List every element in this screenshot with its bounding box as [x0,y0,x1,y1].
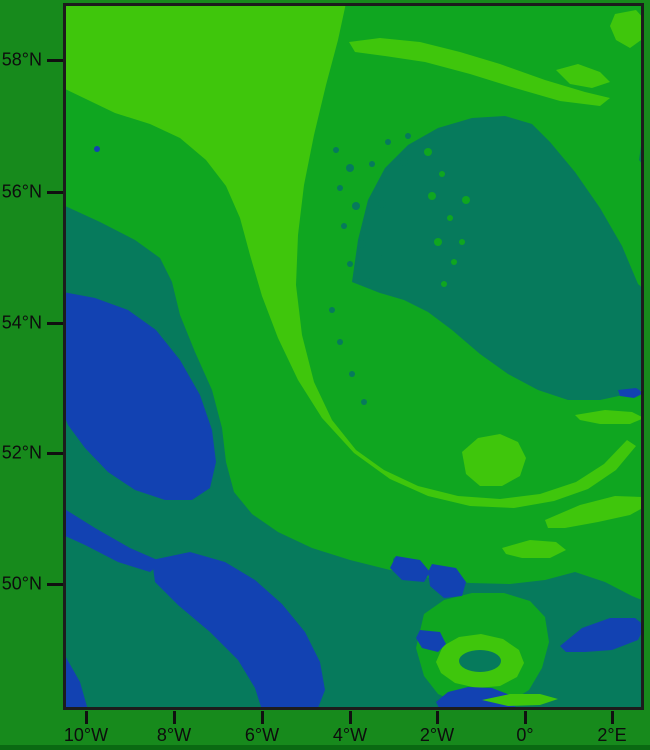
region-bright-green-topright [610,10,644,48]
region-blue-small-2 [428,564,466,598]
x-tick-mark [261,711,264,724]
x-tick-label: 2°W [419,725,455,745]
x-tick-label: 6°W [244,725,280,745]
speckles-green [424,148,470,287]
y-tick-label: 50°N [1,573,42,594]
region-bright-green-streak-bottom [482,694,558,706]
x-tick-label: 8°W [156,725,192,745]
x-tick-mark [524,711,527,724]
region-blue-southwest-mass [152,552,325,710]
region-blue-west-blob [63,292,216,500]
region-teal-eye [352,116,644,400]
x-tick-mark [611,711,614,724]
x-tick-mark [85,711,88,724]
region-bright-green-streak-top [349,38,610,106]
x-tick-label: 0° [516,725,534,745]
region-bright-green-streak-ne [556,64,610,88]
region-blue-left-streak [63,508,162,572]
x-tick-mark [436,711,439,724]
x-tick-label: 4°W [332,725,368,745]
region-bright-green-spiral [63,3,636,508]
y-tick-mark [47,452,63,455]
y-tick-label: 58°N [1,49,42,70]
y-tick-mark [47,583,63,586]
region-blue-east-sliver [618,388,644,398]
map-regions [63,3,644,710]
region-blue-corner-wedge [63,652,88,710]
y-tick-mark [47,59,63,62]
region-blue-bottom-centre [436,687,517,710]
y-tick-label: 54°N [1,312,42,333]
y-tick-label: 52°N [1,442,42,463]
x-tick-label: 2°E [597,725,627,745]
region-blue-small-3 [416,630,446,652]
region-bright-green-streak-se2 [502,540,566,558]
region-blue-dot [94,146,100,152]
region-blue-southeast-streak [560,618,644,652]
region-bright-green-streak-se3 [575,410,644,424]
y-tick-mark [47,191,63,194]
speckles-teal [329,133,439,595]
window-edge-strip [0,745,650,750]
x-tick-mark [349,711,352,724]
region-bright-green-streak-se1 [545,496,644,528]
y-tick-mark [47,322,63,325]
region-teal-core-bottom-blob [459,650,501,672]
region-blue-small-1 [390,556,430,582]
region-bright-green-patch-mid [462,434,526,486]
x-tick-mark [173,711,176,724]
x-tick-label: 10°W [63,725,109,745]
y-tick-label: 56°N [1,181,42,202]
